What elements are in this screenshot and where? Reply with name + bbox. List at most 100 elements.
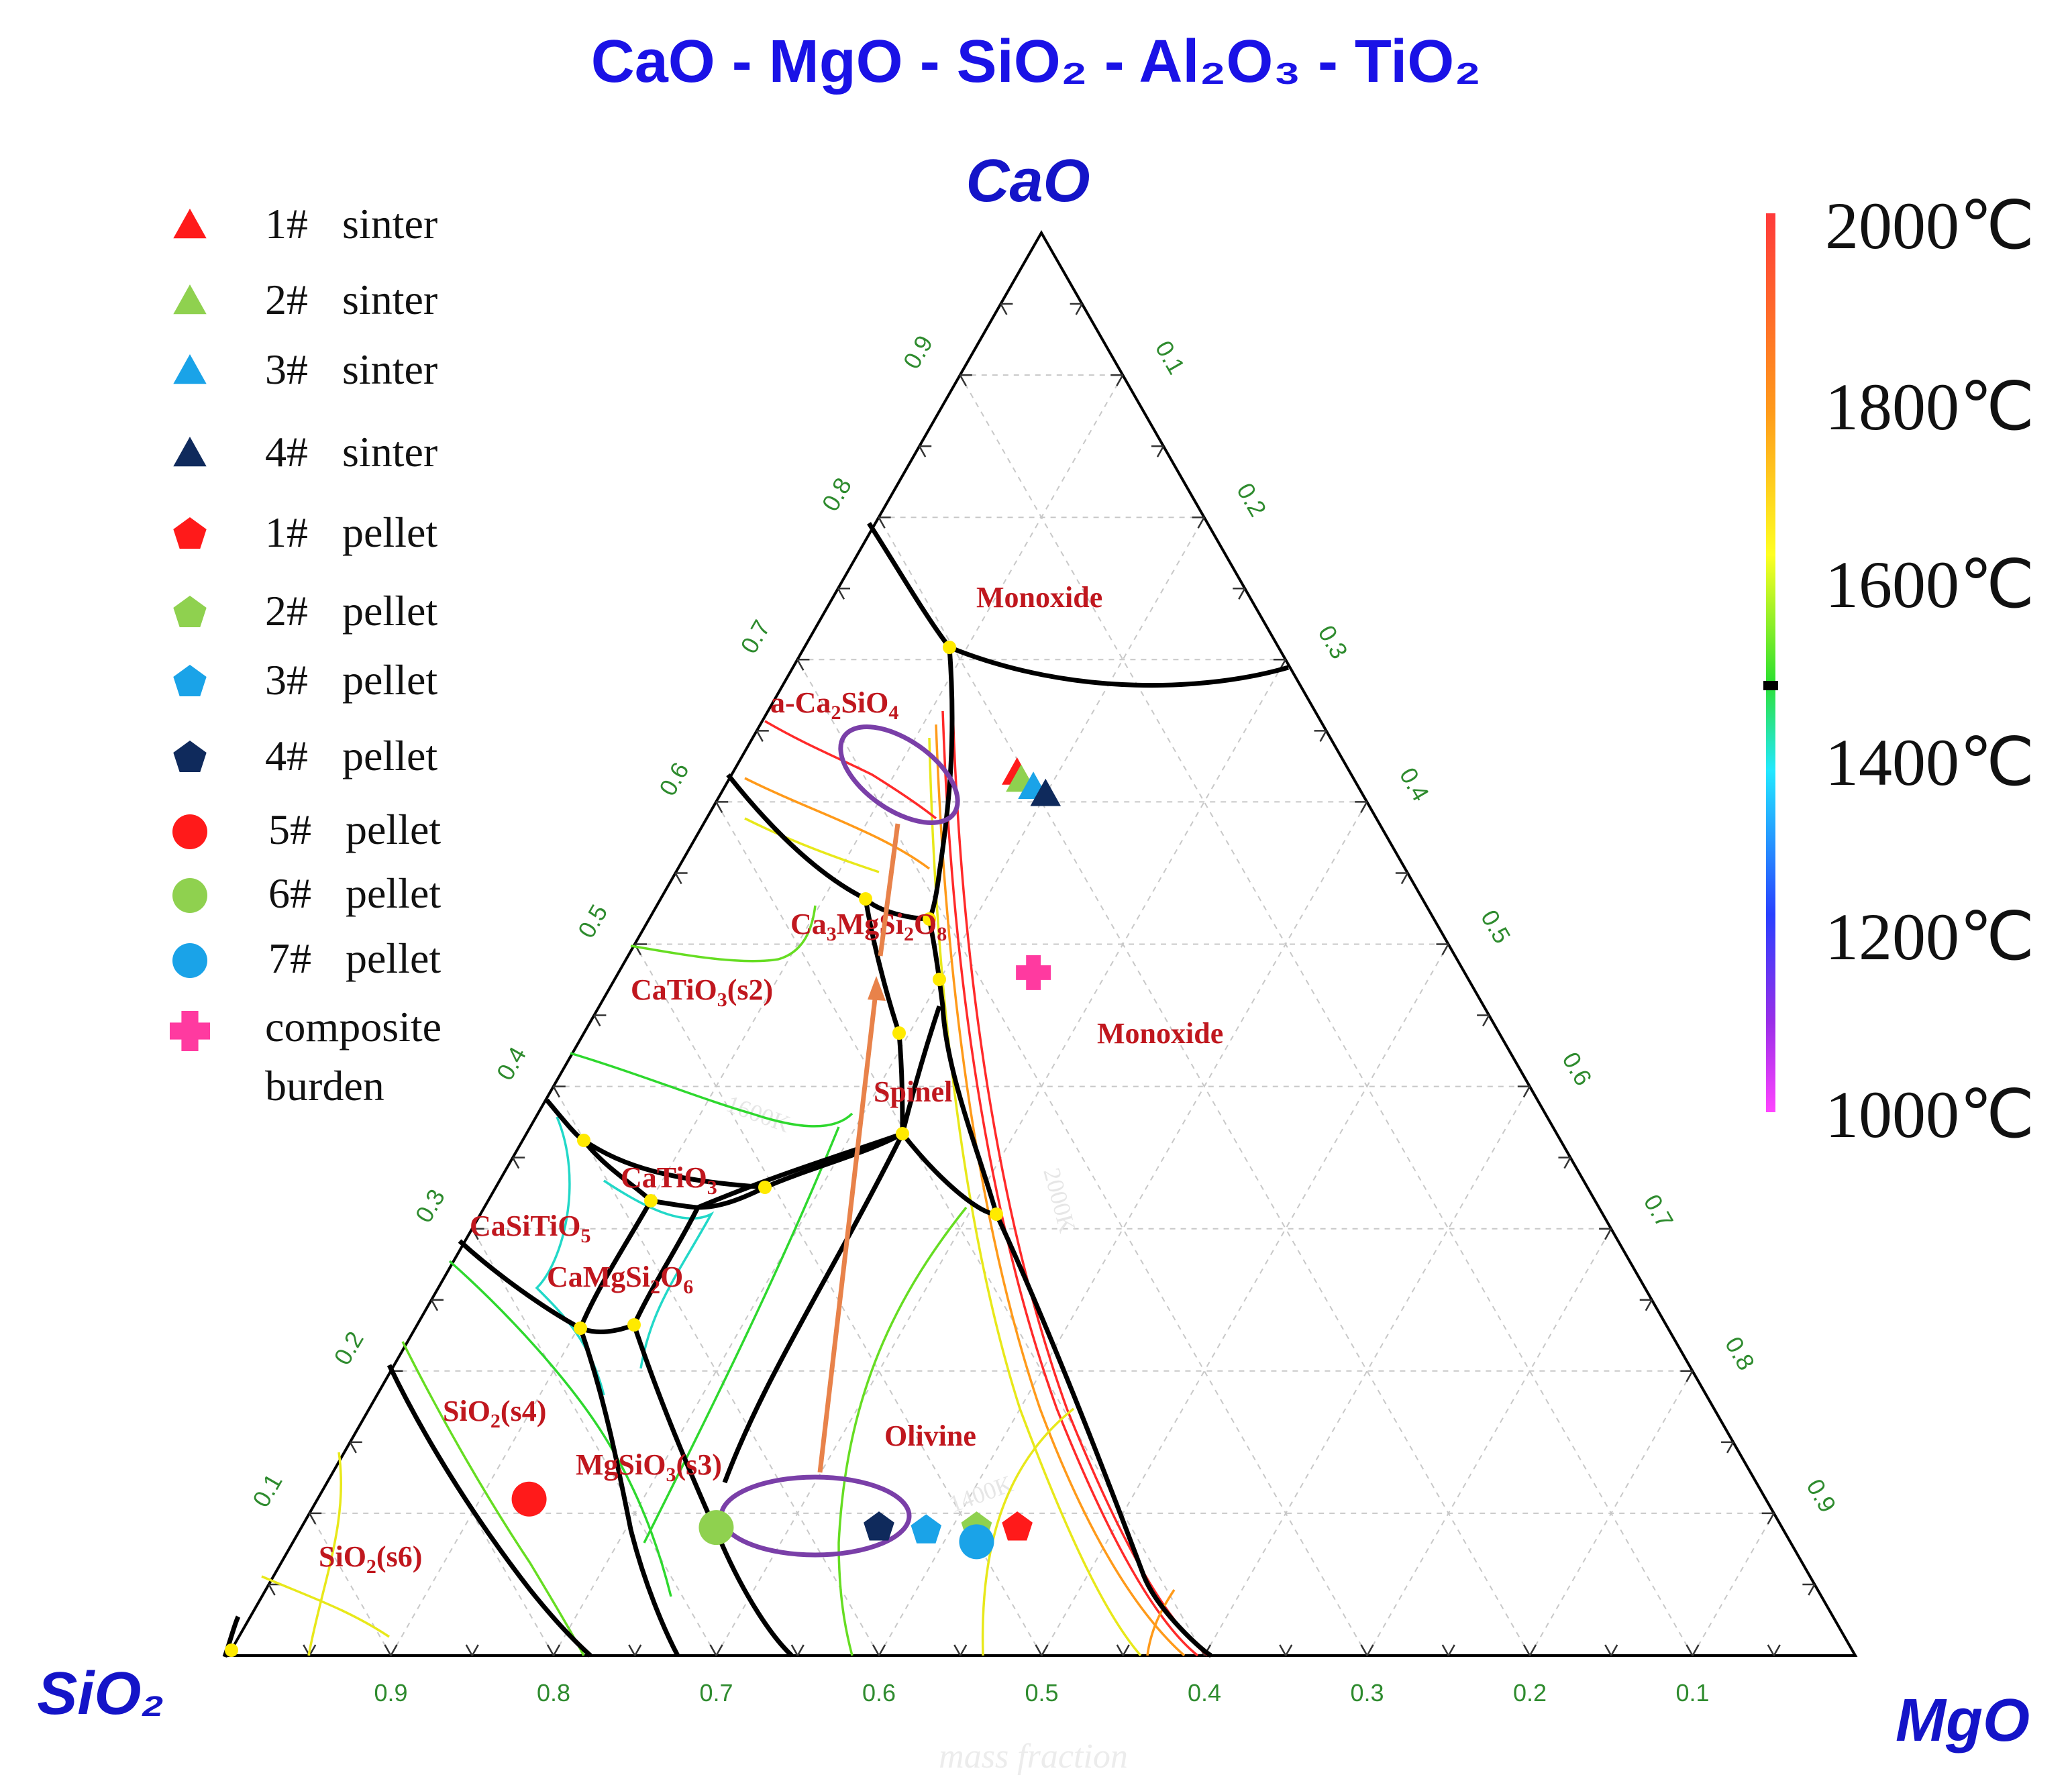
junction-point (859, 892, 872, 906)
tick-label-right: 0.8 (1720, 1332, 1761, 1375)
tick-label-right: 0.6 (1557, 1047, 1598, 1090)
tick-mark (1522, 1644, 1531, 1656)
tick-mark (593, 1014, 601, 1027)
colorbar-gradient (1766, 213, 1775, 1112)
isotherm-yellow-1 (928, 737, 1142, 1657)
tick-label-right: 0.9 (1801, 1474, 1842, 1517)
gridline-mgo (1041, 944, 1449, 1656)
tick-label-bottom: 0.6 (862, 1679, 896, 1707)
region-label-mgsio3-s3: MgSiO3(s3) (576, 1448, 722, 1486)
region-label-catio3-s2: CaTiO3(s2) (631, 973, 773, 1011)
tick-mark (390, 1644, 398, 1656)
legend-label-type: sinter (342, 200, 437, 248)
region-label-monoxide-top: Monoxide (976, 581, 1102, 614)
junction-point (758, 1181, 772, 1194)
tick-label-left: 0.4 (491, 1042, 532, 1085)
isotherm-cyan-2 (603, 1179, 715, 1369)
legend-label-number: 6# (268, 869, 311, 917)
legend-label-type: pellet (346, 806, 441, 853)
tick-label-bottom: 0.2 (1513, 1679, 1547, 1707)
data-markers (511, 757, 1061, 1560)
tick-mark (1447, 1644, 1455, 1656)
tick-mark (796, 1644, 805, 1656)
tick-mark (634, 1644, 642, 1656)
arrow-shaft-upper (878, 823, 900, 957)
tick-labels: 0.9 0.8 0.7 0.6 0.5 0.4 0.3 0.2 0.1 0.1 0.2 0.3 0.4 0… (247, 331, 1842, 1707)
colorbar-label-1200: 1200℃ (1825, 900, 2034, 974)
tick-mark (1366, 1644, 1374, 1656)
junction-point (644, 1194, 658, 1207)
triangle-outline (225, 229, 1858, 1657)
tick-mark (309, 1513, 317, 1525)
tick-mark (349, 1442, 357, 1454)
tick-mark (872, 1644, 880, 1656)
junction-point (577, 1134, 590, 1147)
colorbar-label-1600: 1600℃ (1825, 547, 2034, 622)
tick-mark (465, 1644, 473, 1656)
tick-label-left: 0.8 (817, 473, 858, 516)
boundary-sio2-s4 (386, 1364, 592, 1658)
junction-point (892, 1026, 906, 1040)
vertex-label-mgo: MgO (1896, 1687, 2030, 1754)
tick-mark (1285, 1644, 1293, 1656)
tick-label-right: 0.7 (1639, 1190, 1679, 1233)
tick-mark (1279, 1644, 1287, 1656)
tick-label-bottom: 0.5 (1025, 1679, 1058, 1707)
legend-label-type: pellet (342, 656, 437, 704)
tick-mark (1529, 1644, 1537, 1656)
colorbar: 2000℃ 1800℃ 1600℃ 1400℃ 1200℃ 1000℃ (1763, 188, 2034, 1152)
tick-mark (552, 1644, 561, 1656)
legend-label-number: 1# (265, 200, 308, 248)
region-label-spinel: Spinel (874, 1075, 952, 1108)
junction-point (627, 1318, 641, 1332)
legend-label-number: 3# (265, 656, 308, 704)
tick-mark (384, 1644, 392, 1656)
tick-mark (546, 1644, 555, 1656)
legend-marker-11 (170, 1011, 210, 1051)
boundary-left-spur (696, 1131, 904, 1210)
marker-4-pellet (864, 1511, 894, 1541)
tick-mark (1604, 1228, 1612, 1240)
marker-5-pellet (511, 1481, 547, 1517)
tick-mark (756, 730, 764, 742)
junction-point (574, 1321, 587, 1335)
isotherm-orange-corner (1146, 1589, 1176, 1656)
axis-label-mass-fraction: mass fraction (939, 1737, 1128, 1776)
marker-6-pellet (698, 1510, 734, 1546)
legend-label-type: pellet (342, 732, 437, 779)
tick-label-bottom: 0.3 (1350, 1679, 1384, 1707)
legend-label-composite: composite (265, 1003, 442, 1050)
tick-mark (1563, 1157, 1571, 1169)
boundary-mono-top (867, 522, 1289, 688)
tick-mark (1116, 374, 1124, 386)
tick-mark (1767, 1644, 1775, 1656)
legend-marker-2 (173, 354, 207, 384)
boundary-ca3-right (927, 918, 999, 1215)
tick-mark (471, 1644, 479, 1656)
marker-4-sinter (1030, 778, 1061, 806)
legend-label-number: 4# (265, 428, 308, 476)
tick-mark (878, 517, 886, 529)
legend-label-type: sinter (342, 345, 437, 393)
colorbar-label-1000: 1000℃ (1825, 1077, 2034, 1152)
colorbar-label-1400: 1400℃ (1825, 725, 2034, 800)
tick-mark (1360, 801, 1368, 814)
highlight-ellipse-sinter (838, 724, 960, 825)
legend-marker-9 (172, 878, 207, 913)
tick-mark (309, 1644, 317, 1656)
legend-marker-3 (173, 437, 207, 467)
isotherm-yellow-s6 (307, 1452, 343, 1656)
phase-region-labels: Monoxide a-Ca2SiO4 Ca3MgSi2O8 CaTiO3(s2)… (319, 581, 1223, 1578)
tick-mark (430, 1299, 439, 1311)
isotherm-green-ol (643, 1126, 840, 1544)
tick-label-right: 0.4 (1394, 763, 1435, 806)
legend-marker-8 (172, 814, 207, 849)
tick-mark (471, 1228, 479, 1240)
tick-mark (1238, 588, 1246, 600)
tick-mark (628, 1644, 636, 1656)
region-label-a-ca2sio4: a-Ca2SiO4 (770, 686, 898, 724)
tick-mark (959, 374, 967, 386)
legend-label-type: pellet (346, 869, 441, 917)
boundary-mid-3 (722, 1132, 905, 1484)
tick-mark (790, 1644, 798, 1656)
